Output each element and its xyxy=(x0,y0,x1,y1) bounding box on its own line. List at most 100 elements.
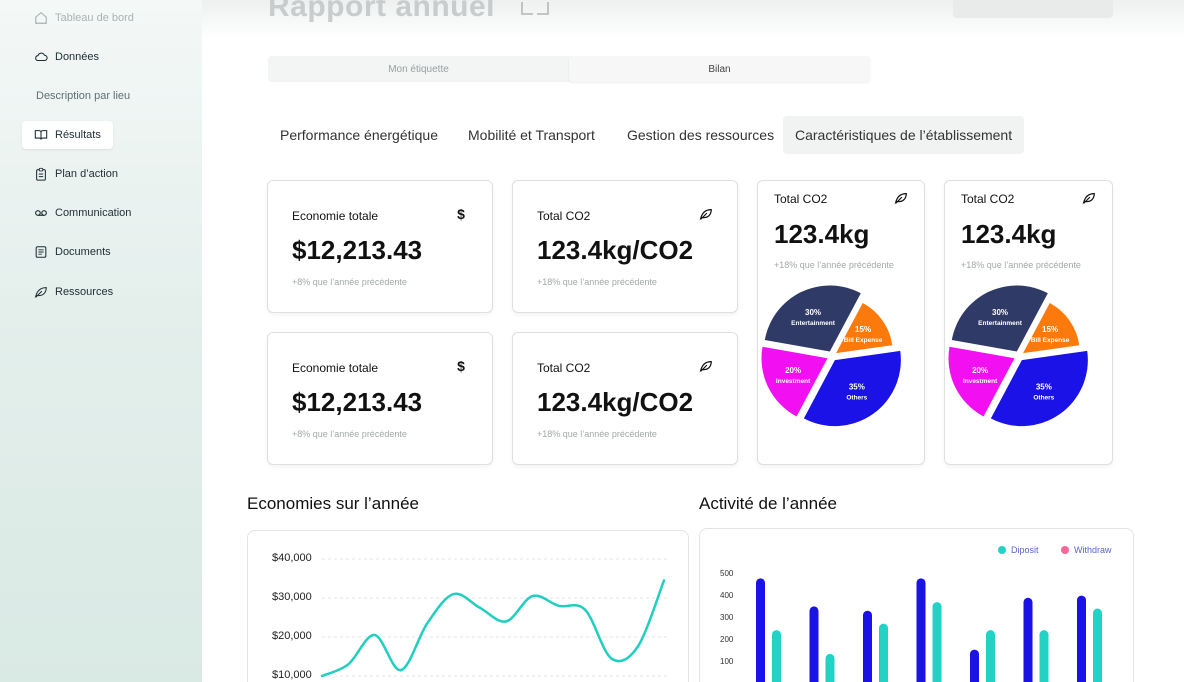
pie-slice-percent: 30% xyxy=(992,308,1008,317)
sidebar-section-label: Description par lieu xyxy=(36,90,131,102)
sidebar-item-results[interactable]: Résultats xyxy=(22,121,113,149)
y-tick-label: 400 xyxy=(720,591,734,600)
activity-chart-title: Activité de l’année xyxy=(699,494,837,513)
bar-withdraw xyxy=(986,630,995,682)
dollar-icon: $ xyxy=(457,207,465,221)
legend-deposit: Diposit xyxy=(998,545,1039,555)
pie-slice-investment xyxy=(948,346,1015,417)
pie-slice-label: Others xyxy=(846,394,867,401)
card-subtext: +18% que l’année précédente xyxy=(537,429,657,439)
sidebar-item-resources[interactable]: Ressources xyxy=(22,278,125,306)
y-tick-label: $40,000 xyxy=(272,552,312,564)
y-tick-label: 500 xyxy=(720,569,734,578)
tab-resource-management[interactable]: Gestion des ressources xyxy=(627,127,775,143)
pie-card: Total CO2 123.4kg +18% que l’année précé… xyxy=(944,180,1113,465)
card-title: Total CO2 xyxy=(774,192,828,206)
segment-my-label[interactable]: Mon étiquette xyxy=(388,63,449,75)
stat-card: Total CO2 123.4kg/CO2 +18% que l’année p… xyxy=(512,180,738,313)
pie-slice-others xyxy=(990,350,1088,427)
pie-slice-label: Bill Expense xyxy=(844,337,883,344)
sidebar-item-action-plan[interactable]: Plan d’action xyxy=(22,160,130,188)
bar-withdraw xyxy=(772,630,781,682)
card-value: $12,213.43 xyxy=(292,235,423,265)
sidebar: Tableau de bord Données Description par … xyxy=(0,0,202,682)
tab-energy-performance[interactable]: Performance énergétique xyxy=(280,127,438,143)
home-icon xyxy=(35,12,47,24)
legend-dot xyxy=(998,546,1006,554)
card-title: Total CO2 xyxy=(961,192,1015,206)
sidebar-item-label: Plan d’action xyxy=(55,168,118,180)
card-value: 123.4kg/CO2 xyxy=(537,235,694,265)
segment-report[interactable]: Bilan xyxy=(569,56,870,82)
leaf-icon xyxy=(1082,193,1095,205)
legend-label: Diposit xyxy=(1011,545,1039,555)
y-tick-label: $10,000 xyxy=(272,669,312,681)
card-title: Economie totale xyxy=(292,361,379,375)
sidebar-item-documents[interactable]: Documents xyxy=(22,238,123,266)
y-tick-label: 300 xyxy=(720,613,734,622)
card-value: $12,213.43 xyxy=(292,387,423,417)
sidebar-section-heading: Description par lieu xyxy=(22,82,142,110)
savings-chart-panel: $40,000 $30,000 $20,000 $10,000 xyxy=(247,530,689,682)
bar-withdraw xyxy=(825,653,835,682)
line-chart xyxy=(320,558,668,678)
card-subtext: +8% que l’année précédente xyxy=(292,429,407,439)
bar-deposit xyxy=(1023,597,1033,682)
sidebar-item-data[interactable]: Données xyxy=(22,43,111,71)
bar-deposit xyxy=(756,578,765,682)
sidebar-item-label: Résultats xyxy=(55,129,101,141)
card-subtext: +8% que l’année précédente xyxy=(292,277,407,287)
legend-label: Withdraw xyxy=(1074,545,1112,555)
sidebar-item-label: Documents xyxy=(55,246,111,258)
pie-chart: 30% Entertainment 15% Bill Expense 35% Others… xyxy=(761,285,901,427)
pie-slice-percent: 20% xyxy=(972,366,988,375)
pie-slice-label: Others xyxy=(1033,394,1054,401)
stat-card: Economie totale $ $12,213.43 +8% que l’a… xyxy=(267,332,493,465)
pie-slice-label: Investment xyxy=(963,378,998,385)
document-icon xyxy=(35,246,47,258)
sidebar-item-dashboard[interactable]: Tableau de bord xyxy=(22,4,146,32)
bar-deposit xyxy=(1077,595,1086,682)
card-title: Total CO2 xyxy=(537,361,591,375)
sidebar-item-label: Ressources xyxy=(55,286,114,298)
stat-card: Economie totale $ $12,213.43 +8% que l’a… xyxy=(267,180,493,313)
sidebar-item-communication[interactable]: Communication xyxy=(22,199,143,227)
sidebar-item-label: Tableau de bord xyxy=(55,12,134,24)
stat-card: Total CO2 123.4kg/CO2 +18% que l’année p… xyxy=(512,332,738,465)
card-value: 123.4kg xyxy=(961,219,1057,249)
bar-withdraw xyxy=(1039,630,1049,682)
pie-slice-bill-expense xyxy=(836,303,893,354)
bar-withdraw xyxy=(932,602,942,682)
sidebar-item-label: Données xyxy=(55,51,100,63)
card-title: Economie totale xyxy=(292,209,379,223)
activity-chart-panel: Diposit Withdraw 500 400 300 200 100 xyxy=(699,528,1134,682)
pie-slice-percent: 35% xyxy=(849,382,865,391)
tab-establishment-features[interactable]: Caractéristiques de l’établissement xyxy=(783,116,1025,154)
segmented-control: Mon étiquette Bilan xyxy=(268,56,870,82)
pie-slice-label: Investment xyxy=(776,378,811,385)
card-subtext: +18% que l’année précédente xyxy=(537,277,657,287)
y-tick-label: $20,000 xyxy=(272,630,312,642)
card-subtext: +18% que l’année précédente xyxy=(961,260,1081,270)
pie-slice-percent: 35% xyxy=(1036,382,1052,391)
pie-slice-percent: 30% xyxy=(805,308,821,317)
y-tick-label: 100 xyxy=(720,657,734,666)
tab-mobility-transport[interactable]: Mobilité et Transport xyxy=(468,127,595,143)
card-subtext: +18% que l’année précédente xyxy=(774,260,894,270)
pie-card: Total CO2 123.4kg +18% que l’année précé… xyxy=(757,180,925,465)
header-action-button[interactable] xyxy=(953,0,1113,18)
pie-slice-percent: 15% xyxy=(855,325,871,334)
bar-withdraw xyxy=(879,623,888,682)
leaf-icon xyxy=(34,287,47,299)
book-icon xyxy=(34,130,48,140)
voicemail-icon xyxy=(35,210,47,216)
pie-slice-label: Entertainment xyxy=(978,320,1023,327)
pie-slice-investment xyxy=(761,346,828,417)
savings-chart-title: Economies sur l’année xyxy=(247,494,419,513)
card-value: 123.4kg xyxy=(774,219,870,249)
pie-slice-bill-expense xyxy=(1023,303,1080,354)
pie-slice-label: Bill Expense xyxy=(1031,337,1070,344)
leaf-icon xyxy=(699,361,712,373)
bar-deposit xyxy=(916,578,926,682)
book-icon xyxy=(521,2,549,15)
